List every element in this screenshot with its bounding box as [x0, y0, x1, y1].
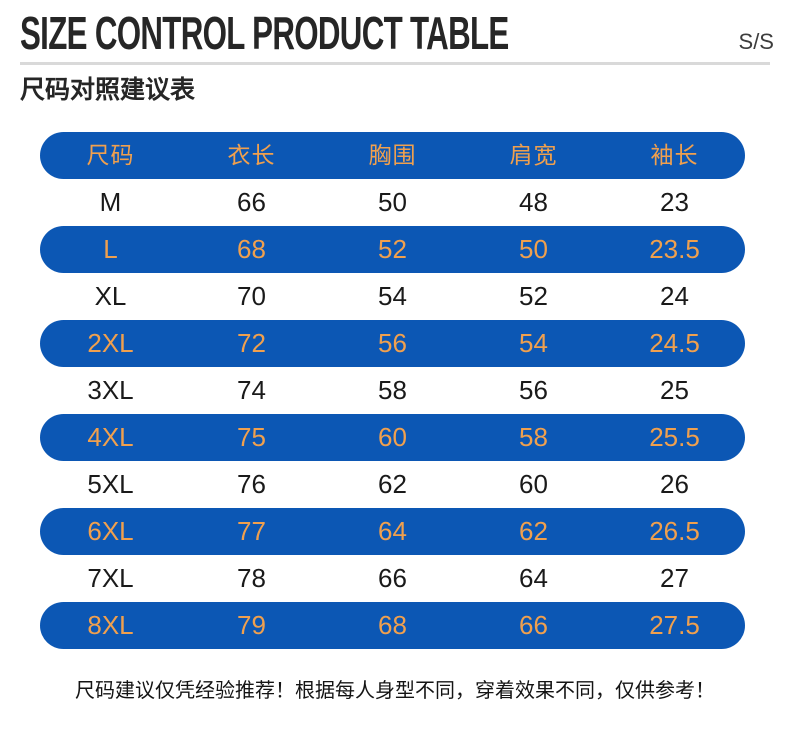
sleeve-value: 26 — [660, 469, 689, 499]
table-row: 6XL 77 64 62 26.5 — [40, 508, 745, 555]
shoulder-value: 64 — [519, 563, 548, 593]
table-row: 3XL 74 58 56 25 — [40, 367, 745, 414]
shoulder-value: 52 — [519, 281, 548, 311]
sleeve-value: 27 — [660, 563, 689, 593]
chest-value: 54 — [378, 281, 407, 311]
size-label: L — [103, 234, 118, 264]
length-value: 75 — [237, 422, 266, 452]
sleeve-value: 23.5 — [649, 234, 700, 264]
column-header-shoulder: 肩宽 — [509, 142, 558, 168]
chest-value: 64 — [378, 516, 407, 546]
season-label: S/S — [738, 29, 774, 54]
shoulder-value: 48 — [519, 187, 548, 217]
table-row: 5XL 76 62 60 26 — [40, 461, 745, 508]
chest-value: 50 — [378, 187, 407, 217]
chest-value: 62 — [378, 469, 407, 499]
sleeve-value: 24.5 — [649, 328, 700, 358]
length-value: 78 — [237, 563, 266, 593]
length-value: 68 — [237, 234, 266, 264]
table-row: XL 70 54 52 24 — [40, 273, 745, 320]
shoulder-value: 58 — [519, 422, 548, 452]
length-value: 77 — [237, 516, 266, 546]
length-value: 76 — [237, 469, 266, 499]
size-label: 2XL — [87, 328, 134, 358]
sleeve-value: 23 — [660, 187, 689, 217]
size-label: 4XL — [87, 422, 134, 452]
chest-value: 58 — [378, 375, 407, 405]
size-label: M — [99, 187, 122, 217]
shoulder-value: 62 — [519, 516, 548, 546]
table-row: M 66 50 48 23 — [40, 179, 745, 226]
table-row: 2XL 72 56 54 24.5 — [40, 320, 745, 367]
shoulder-value: 54 — [519, 328, 548, 358]
size-label: 7XL — [87, 563, 134, 593]
header-divider — [20, 62, 770, 65]
length-value: 70 — [237, 281, 266, 311]
length-value: 79 — [237, 610, 266, 640]
shoulder-value: 66 — [519, 610, 548, 640]
table-row: L 68 52 50 23.5 — [40, 226, 745, 273]
chest-value: 68 — [378, 610, 407, 640]
column-header-chest: 胸围 — [368, 142, 417, 168]
column-header-sleeve: 袖长 — [650, 142, 699, 168]
chest-value: 60 — [378, 422, 407, 452]
column-header-length: 衣长 — [227, 142, 276, 168]
page-title: SIZE CONTROL PRODUCT TABLE — [20, 7, 509, 59]
sleeve-value: 24 — [660, 281, 689, 311]
chest-value: 66 — [378, 563, 407, 593]
length-value: 72 — [237, 328, 266, 358]
length-value: 74 — [237, 375, 266, 405]
chest-value: 56 — [378, 328, 407, 358]
size-label: 5XL — [87, 469, 134, 499]
sleeve-value: 25.5 — [649, 422, 700, 452]
table-header-row: 尺码 衣长 胸围 肩宽 袖长 — [40, 132, 745, 179]
sleeve-value: 27.5 — [649, 610, 700, 640]
column-header-size: 尺码 — [86, 142, 135, 168]
page-header: SIZE CONTROL PRODUCT TABLE S/S — [0, 0, 790, 56]
sleeve-value: 26.5 — [649, 516, 700, 546]
page-subtitle: 尺码对照建议表 — [20, 76, 196, 104]
shoulder-value: 60 — [519, 469, 548, 499]
size-label: 3XL — [87, 375, 134, 405]
chest-value: 52 — [378, 234, 407, 264]
table-row: 4XL 75 60 58 25.5 — [40, 414, 745, 461]
sleeve-value: 25 — [660, 375, 689, 405]
size-label: 8XL — [87, 610, 134, 640]
size-label: XL — [94, 281, 127, 311]
table-row: 7XL 78 66 64 27 — [40, 555, 745, 602]
length-value: 66 — [237, 187, 266, 217]
size-disclaimer: 尺码建议仅凭经验推荐！根据每人身型不同，穿着效果不同，仅供参考！ — [75, 680, 715, 702]
table-row: 8XL 79 68 66 27.5 — [40, 602, 745, 649]
shoulder-value: 56 — [519, 375, 548, 405]
shoulder-value: 50 — [519, 234, 548, 264]
size-label: 6XL — [87, 516, 134, 546]
size-table: 尺码 衣长 胸围 肩宽 袖长 M 66 50 48 23 L 68 52 50 … — [40, 132, 745, 649]
